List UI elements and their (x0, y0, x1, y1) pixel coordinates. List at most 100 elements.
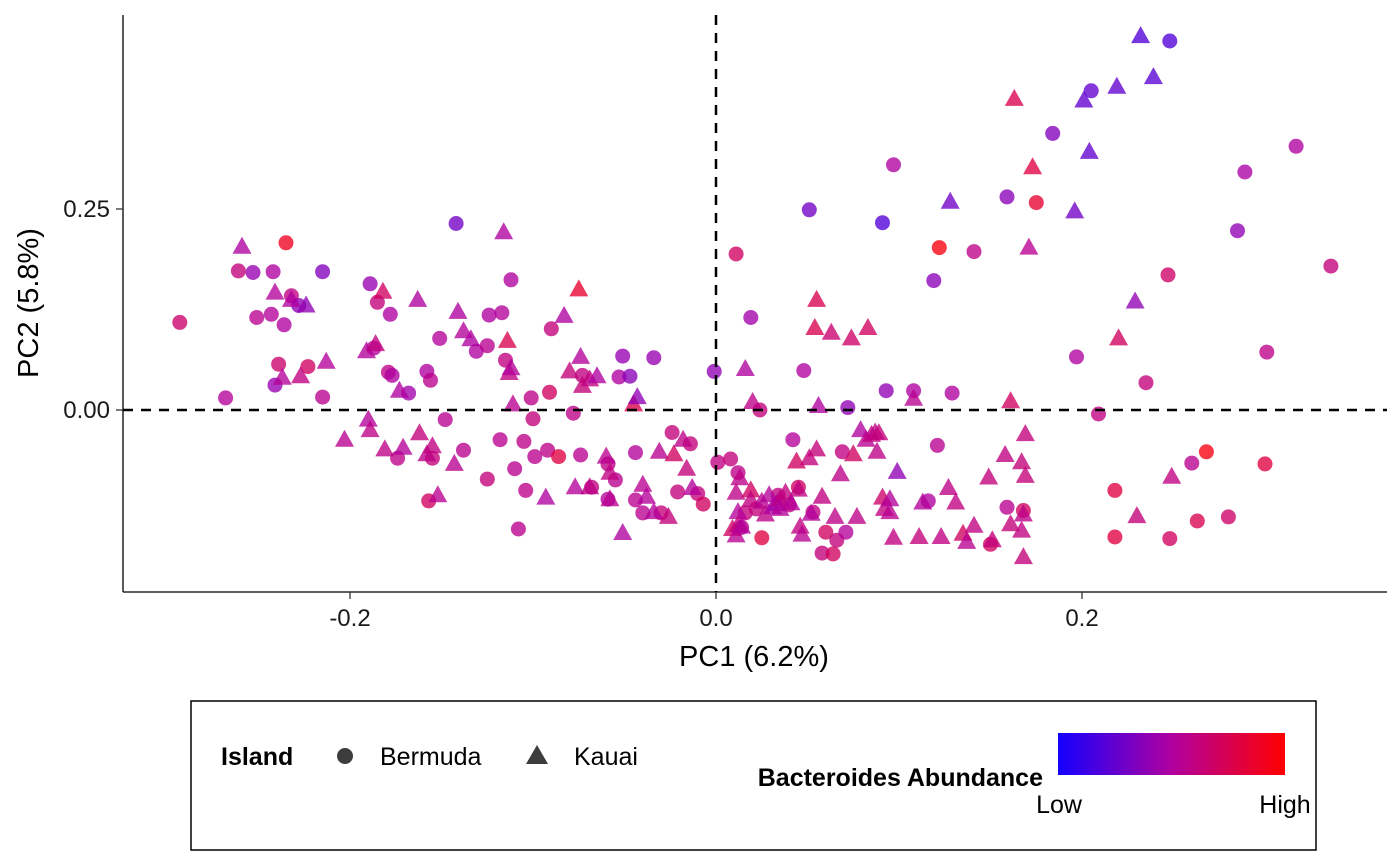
x-axis-title: PC1 (6.2%) (679, 641, 829, 673)
point-kauai (1109, 328, 1129, 346)
point-kauai (979, 467, 999, 485)
point-kauai (1107, 76, 1127, 94)
point-bermuda (1045, 125, 1061, 141)
point-bermuda (456, 442, 471, 458)
color-legend-low-label: Low (1036, 791, 1083, 819)
point-bermuda (1069, 349, 1084, 365)
point-kauai (957, 531, 977, 549)
point-bermuda (276, 317, 292, 333)
point-bermuda (315, 389, 331, 405)
point-kauai (858, 318, 878, 335)
y-axis-title: PC2 (5.8%) (13, 228, 45, 378)
point-bermuda (543, 321, 559, 337)
point-kauai (1012, 452, 1032, 470)
point-kauai (841, 328, 861, 346)
point-bermuda (263, 306, 279, 322)
point-kauai (1127, 506, 1147, 524)
point-kauai (600, 462, 620, 480)
point-bermuda (565, 405, 581, 421)
point-bermuda (825, 546, 841, 562)
point-kauai (373, 281, 393, 299)
point-bermuda (479, 471, 495, 487)
point-kauai (232, 236, 252, 254)
point-kauai (580, 477, 600, 495)
x-axis-ticks: -0.2 0.0 0.2 (329, 592, 1099, 632)
point-kauai (444, 453, 464, 471)
point-bermuda (1198, 444, 1214, 460)
point-bermuda (723, 451, 739, 467)
point-kauai (560, 361, 580, 379)
point-bermuda (1237, 164, 1253, 180)
point-kauai (931, 527, 951, 544)
point-kauai (790, 516, 810, 534)
point-kauai (770, 498, 790, 516)
point-kauai (904, 388, 924, 406)
point-bermuda (384, 367, 400, 383)
legend-circle-icon (337, 748, 353, 764)
point-kauai (448, 301, 468, 319)
point-kauai (366, 334, 386, 352)
point-bermuda (516, 433, 532, 449)
point-kauai (360, 420, 380, 438)
point-kauai (265, 282, 285, 300)
point-bermuda (926, 273, 942, 289)
point-kauai (613, 523, 633, 540)
point-kauai (741, 490, 761, 507)
point-bermuda (1323, 258, 1339, 274)
point-bermuda (1160, 267, 1176, 283)
point-kauai (743, 392, 763, 409)
point-kauai (494, 222, 514, 240)
point-bermuda (838, 524, 854, 540)
point-bermuda (796, 363, 812, 379)
color-gradient-bar (1058, 733, 1285, 775)
color-legend-high-label: High (1259, 791, 1310, 819)
point-bermuda (1230, 223, 1245, 239)
point-kauai (682, 478, 702, 495)
point-kauai (1131, 26, 1151, 44)
point-kauai (730, 468, 750, 486)
point-kauai (1013, 504, 1033, 522)
y-tick-label: 0.00 (63, 397, 110, 424)
point-kauai (296, 295, 316, 313)
point-kauai (807, 289, 827, 307)
point-kauai (1162, 466, 1182, 484)
point-kauai (335, 429, 354, 447)
point-kauai (940, 191, 960, 209)
point-bermuda (611, 369, 627, 385)
point-bermuda (518, 482, 534, 498)
point-kauai (1012, 520, 1032, 538)
point-bermuda (1220, 509, 1236, 525)
point-kauai (788, 479, 808, 497)
point-kauai (644, 502, 664, 520)
point-kauai (428, 485, 448, 503)
point-kauai (759, 485, 779, 503)
point-kauai (393, 437, 413, 455)
point-bermuda (423, 372, 438, 388)
point-bermuda (840, 400, 856, 416)
point-kauai (565, 477, 585, 495)
point-kauai (503, 394, 523, 412)
point-kauai (741, 480, 761, 498)
point-kauai (825, 506, 845, 524)
point-kauai (1019, 237, 1039, 255)
point-bermuda (1107, 482, 1123, 498)
point-bermuda (573, 447, 589, 463)
point-kauai (1079, 141, 1099, 159)
point-bermuda (1288, 138, 1304, 154)
point-bermuda (1028, 195, 1044, 211)
point-kauai (673, 429, 693, 447)
point-bermuda (1138, 375, 1154, 391)
point-kauai (1013, 547, 1033, 565)
point-bermuda (743, 310, 759, 325)
point-bermuda (1162, 531, 1178, 547)
point-bermuda (278, 235, 294, 251)
point-bermuda (481, 307, 497, 323)
point-kauai (735, 359, 755, 376)
point-bermuda (1162, 33, 1178, 49)
point-bermuda (1107, 529, 1123, 545)
point-bermuda (362, 276, 378, 292)
point-bermuda (706, 363, 722, 379)
point-kauai (964, 515, 984, 533)
point-bermuda (249, 310, 265, 325)
point-kauai (1074, 90, 1094, 108)
